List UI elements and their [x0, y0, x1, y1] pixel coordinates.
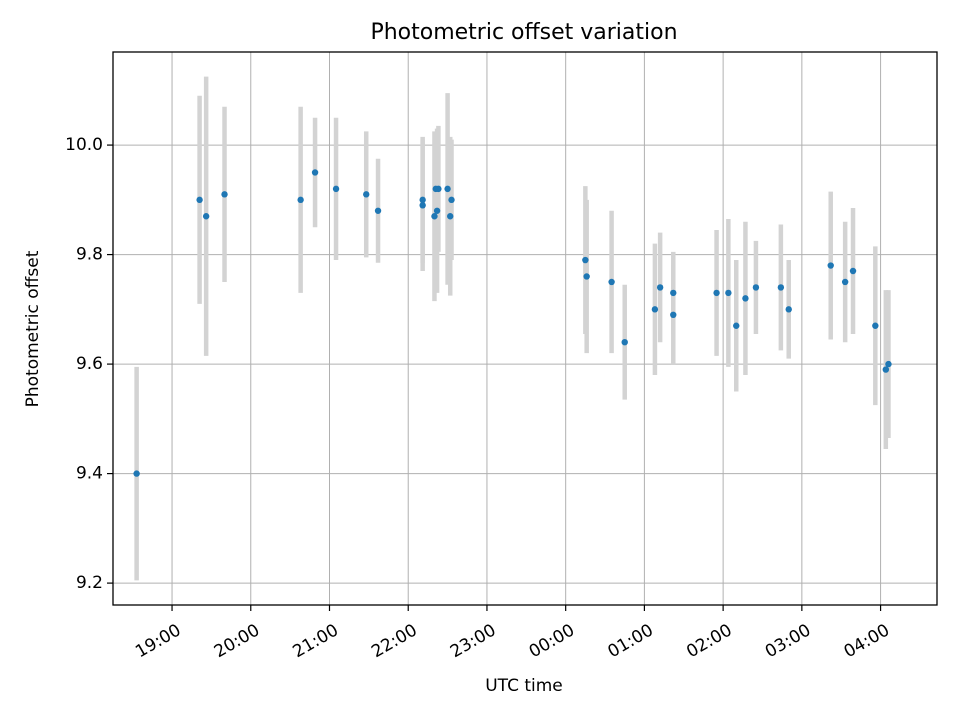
data-point	[332, 185, 340, 193]
data-point	[582, 256, 589, 264]
data-point	[882, 366, 890, 373]
data-point	[656, 284, 664, 291]
y-tick-label: 10.0	[65, 135, 103, 155]
data-point	[885, 360, 892, 368]
data-point	[133, 470, 140, 477]
data-point	[419, 196, 426, 204]
data-point	[433, 207, 441, 214]
grid-lines	[113, 52, 937, 605]
data-point	[448, 196, 455, 204]
data-point	[872, 322, 879, 329]
data-point	[841, 278, 849, 286]
data-point	[447, 213, 454, 220]
x-axis-label: UTC time	[485, 676, 563, 696]
data-point	[431, 213, 438, 220]
data-point	[670, 289, 677, 297]
data-point	[311, 169, 319, 176]
y-axis-label: Photometric offset	[23, 250, 43, 407]
data-point	[670, 311, 677, 319]
data-point	[444, 185, 451, 193]
y-tick-label: 9.8	[76, 245, 103, 265]
plot-frame	[112, 51, 938, 606]
y-tick-label: 9.6	[76, 354, 103, 374]
y-tick-label: 9.2	[76, 573, 103, 593]
data-point	[608, 278, 615, 286]
data-point	[827, 262, 834, 269]
chart-title: Photometric offset variation	[370, 20, 677, 45]
data-point	[621, 338, 628, 346]
data-point	[221, 191, 228, 198]
data-points	[133, 169, 892, 477]
data-point	[725, 289, 732, 297]
y-axis-ticks: 9.2 9.4 9.6 9.8 10.0	[65, 135, 113, 593]
data-point	[374, 207, 382, 214]
data-point	[742, 295, 749, 302]
data-point	[713, 289, 720, 297]
data-point	[583, 273, 590, 280]
data-point	[363, 191, 370, 198]
data-point	[202, 213, 210, 220]
data-point	[785, 306, 792, 313]
data-point	[435, 185, 442, 193]
data-point	[419, 202, 426, 209]
data-point	[733, 322, 740, 329]
data-point	[849, 267, 857, 275]
data-point	[297, 196, 304, 204]
data-point	[651, 306, 659, 313]
data-point	[752, 284, 760, 291]
data-point	[196, 196, 203, 204]
y-tick-label: 9.4	[76, 464, 103, 484]
data-point	[777, 284, 785, 291]
